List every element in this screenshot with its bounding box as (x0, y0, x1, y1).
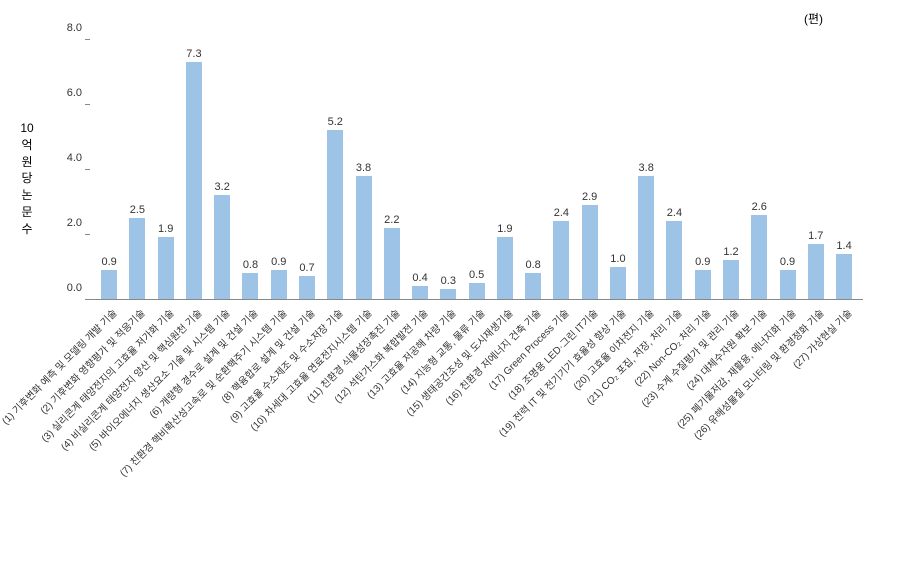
bar-wrapper: 0.4 (406, 40, 434, 299)
unit-label: (편) (804, 10, 823, 27)
bar-wrapper: 7.3 (180, 40, 208, 299)
bar-value-label: 3.8 (639, 162, 654, 174)
bar-value-label: 7.3 (186, 48, 201, 60)
bar (299, 276, 315, 299)
bar (695, 270, 711, 299)
bar-wrapper: 1.4 (830, 40, 858, 299)
bar (666, 221, 682, 299)
bar-value-label: 0.8 (243, 259, 258, 271)
y-axis-label: 10억원당논문수 (17, 120, 37, 238)
bar (723, 260, 739, 299)
x-labels-container: (1) 기후변화 예측 및 모델링 개발 기술(2) 기후변화 영향평가 및 적… (90, 305, 863, 555)
bar-wrapper: 1.9 (491, 40, 519, 299)
bar-value-label: 2.6 (752, 201, 767, 213)
x-label-item: (27) 가상현실 기술 (830, 305, 858, 555)
bar (327, 130, 343, 299)
bar-wrapper: 0.8 (236, 40, 264, 299)
bar (101, 270, 117, 299)
y-tick-label: 6.0 (67, 87, 82, 99)
bar-value-label: 2.4 (667, 207, 682, 219)
bar-value-label: 1.9 (158, 223, 173, 235)
y-tick-label: 0.0 (67, 282, 82, 294)
bar (525, 273, 541, 299)
bar-wrapper: 0.5 (462, 40, 490, 299)
bar-value-label: 2.4 (554, 207, 569, 219)
bar-value-label: 1.4 (836, 240, 851, 252)
bar-wrapper: 1.9 (152, 40, 180, 299)
bar (808, 244, 824, 299)
bar-value-label: 0.3 (441, 275, 456, 287)
bar-wrapper: 3.2 (208, 40, 236, 299)
bar-value-label: 1.0 (610, 253, 625, 265)
bar (271, 270, 287, 299)
bar-value-label: 0.9 (101, 256, 116, 268)
bar (553, 221, 569, 299)
bar (214, 195, 230, 299)
bar-wrapper: 2.5 (123, 40, 151, 299)
bar-wrapper: 3.8 (632, 40, 660, 299)
bar-wrapper: 2.2 (378, 40, 406, 299)
bar-value-label: 3.8 (356, 162, 371, 174)
bar (186, 62, 202, 299)
bar (582, 205, 598, 299)
bar-wrapper: 2.4 (547, 40, 575, 299)
bar-wrapper: 5.2 (321, 40, 349, 299)
bar-value-label: 5.2 (328, 116, 343, 128)
bar-wrapper: 0.7 (293, 40, 321, 299)
bar-value-label: 1.2 (723, 246, 738, 258)
bar-value-label: 0.8 (525, 259, 540, 271)
bar (384, 228, 400, 300)
bar (242, 273, 258, 299)
bar (610, 267, 626, 300)
y-tick-label: 8.0 (67, 22, 82, 34)
bar-value-label: 2.9 (582, 191, 597, 203)
plot-area: 0.9 2.5 1.9 7.3 3.2 0.8 0.9 0.7 5.2 3.8 2.2 0.4 0.3 0… (90, 40, 863, 300)
y-tick-label: 2.0 (67, 217, 82, 229)
bar-wrapper: 2.9 (576, 40, 604, 299)
bar (836, 254, 852, 300)
bar-value-label: 3.2 (215, 181, 230, 193)
bar-value-label: 0.7 (299, 262, 314, 274)
bar-wrapper: 0.9 (773, 40, 801, 299)
bar-value-label: 0.9 (695, 256, 710, 268)
bar-wrapper: 1.7 (802, 40, 830, 299)
bar-wrapper: 0.8 (519, 40, 547, 299)
bar-value-label: 1.9 (497, 223, 512, 235)
bar (638, 176, 654, 300)
bar-value-label: 2.5 (130, 204, 145, 216)
bar-value-label: 2.2 (384, 214, 399, 226)
bar (780, 270, 796, 299)
bar-wrapper: 2.6 (745, 40, 773, 299)
bar-wrapper: 3.8 (349, 40, 377, 299)
bar (412, 286, 428, 299)
bar-value-label: 0.5 (469, 269, 484, 281)
bar (440, 289, 456, 299)
bar-value-label: 0.9 (780, 256, 795, 268)
chart-container: 10억원당논문수 0.02.04.06.08.0 0.92.51.97.33.2… (40, 30, 873, 570)
bar-value-label: 0.9 (271, 256, 286, 268)
bar (356, 176, 372, 300)
bar-wrapper: 0.3 (434, 40, 462, 299)
bar (129, 218, 145, 299)
bar-wrapper: 1.0 (604, 40, 632, 299)
bar (751, 215, 767, 300)
bar-wrapper: 2.4 (660, 40, 688, 299)
bar (158, 237, 174, 299)
bar-wrapper: 1.2 (717, 40, 745, 299)
bar-wrapper: 0.9 (689, 40, 717, 299)
bar-wrapper: 0.9 (95, 40, 123, 299)
bar (497, 237, 513, 299)
y-ticks: 0.02.04.06.08.0 (40, 40, 90, 300)
bar-wrapper: 0.9 (265, 40, 293, 299)
bars-container: 0.9 2.5 1.9 7.3 3.2 0.8 0.9 0.7 5.2 3.8 2.2 0.4 0.3 0… (90, 40, 863, 299)
bar-value-label: 0.4 (412, 272, 427, 284)
bar (469, 283, 485, 299)
bar-value-label: 1.7 (808, 230, 823, 242)
y-tick-label: 4.0 (67, 152, 82, 164)
